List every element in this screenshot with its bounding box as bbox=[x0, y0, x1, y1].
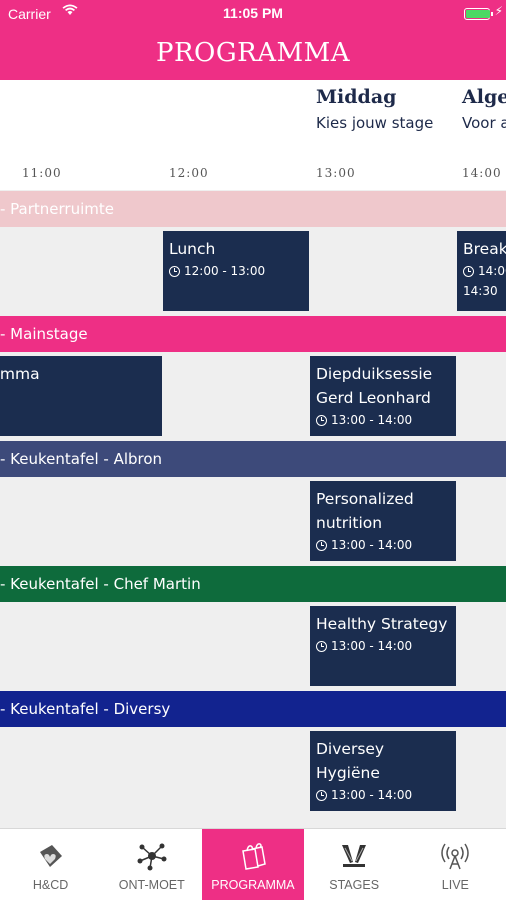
event-time-continued: 14:30 bbox=[463, 284, 498, 298]
status-bar: Carrier 11:05 PM ⚡ bbox=[0, 0, 506, 28]
event-time: 13:00 - 14:00 bbox=[331, 639, 413, 653]
track-header-albron: - Keukentafel - Albron bbox=[0, 441, 506, 477]
tab-label: LIVE bbox=[441, 878, 469, 892]
tab-label: ONT-MOET bbox=[118, 878, 185, 892]
clock-icon bbox=[316, 640, 327, 652]
clock-icon bbox=[169, 265, 180, 277]
track-lane: Personalized nutrition 13:00 - 14:00 bbox=[0, 477, 506, 566]
session-subtitle: Kies jouw stage bbox=[316, 114, 434, 132]
event-card[interactable]: Personalized nutrition 13:00 - 14:00 bbox=[310, 481, 456, 561]
event-card[interactable]: Break 14:00 14:30 bbox=[457, 231, 506, 311]
page-title: PROGRAMMA bbox=[155, 38, 351, 68]
event-title: Break bbox=[463, 240, 506, 258]
schedule-timeline[interactable]: Middag Kies jouw stage Algem Voor a 11:0… bbox=[0, 80, 506, 828]
session-title: Middag bbox=[316, 86, 397, 108]
time-tick: 14:00 bbox=[462, 166, 502, 180]
clock-icon bbox=[463, 265, 474, 277]
tab-label: STAGES bbox=[329, 878, 380, 892]
bags-icon bbox=[202, 841, 303, 871]
event-card[interactable]: Diepduiksessie Gerd Leonhard 13:00 - 14:… bbox=[310, 356, 456, 436]
track-header-chef-martin: - Keukentafel - Chef Martin bbox=[0, 566, 506, 602]
event-card[interactable]: Diversey Hygiëne 13:00 - 14:00 bbox=[310, 731, 456, 811]
timeline-header: Middag Kies jouw stage Algem Voor a 11:0… bbox=[0, 80, 506, 190]
heart-tag-icon bbox=[0, 841, 101, 871]
carrier-label: Carrier bbox=[8, 6, 51, 22]
clock-icon bbox=[316, 414, 327, 426]
track-lane: ramma Diepduiksessie Gerd Leonhard 13:00… bbox=[0, 352, 506, 441]
clock-icon bbox=[316, 789, 327, 801]
event-time: 13:00 - 14:00 bbox=[331, 538, 413, 552]
tab-label: H&CD bbox=[32, 878, 69, 892]
time-tick: 11:00 bbox=[22, 166, 62, 180]
nav-bar: PROGRAMMA bbox=[0, 28, 506, 80]
event-card[interactable]: Healthy Strategy 13:00 - 14:00 bbox=[310, 606, 456, 686]
tab-live[interactable]: LIVE bbox=[405, 829, 506, 900]
event-time: 12:00 - 13:00 bbox=[184, 264, 266, 278]
clock-time: 11:05 PM bbox=[223, 5, 283, 21]
event-card[interactable]: ramma bbox=[0, 356, 162, 436]
tab-bar: H&CD ONT-MOET PROGRAMMA STAGES LIVE bbox=[0, 828, 506, 900]
charging-icon: ⚡ bbox=[494, 4, 503, 18]
tab-label: PROGRAMMA bbox=[211, 878, 295, 892]
tab-stages[interactable]: STAGES bbox=[304, 829, 405, 900]
spotlight-icon bbox=[304, 841, 405, 871]
session-title: Algem bbox=[462, 86, 506, 108]
event-card[interactable]: Lunch 12:00 - 13:00 bbox=[163, 231, 309, 311]
network-icon bbox=[101, 841, 202, 871]
time-tick: 13:00 bbox=[316, 166, 356, 180]
track-header-partnerruimte: - Partnerruimte bbox=[0, 191, 506, 227]
track-lane: Diversey Hygiëne 13:00 - 14:00 bbox=[0, 727, 506, 828]
event-title: Healthy Strategy bbox=[316, 615, 448, 633]
tab-hcd[interactable]: H&CD bbox=[0, 829, 101, 900]
wifi-icon bbox=[62, 3, 78, 21]
tab-programma[interactable]: PROGRAMMA bbox=[202, 829, 304, 900]
event-time: 14:00 bbox=[478, 264, 506, 278]
event-title: Lunch bbox=[169, 240, 216, 258]
event-title: Diversey Hygiëne bbox=[316, 740, 385, 782]
event-title: ramma bbox=[0, 365, 40, 383]
event-title: Diepduiksessie Gerd Leonhard bbox=[316, 365, 433, 407]
time-tick: 12:00 bbox=[169, 166, 209, 180]
track-lane: Healthy Strategy 13:00 - 14:00 bbox=[0, 602, 506, 691]
broadcast-icon bbox=[405, 841, 506, 871]
session-subtitle: Voor a bbox=[462, 114, 506, 132]
event-title: Personalized nutrition bbox=[316, 490, 414, 532]
track-header-mainstage: - Mainstage bbox=[0, 316, 506, 352]
clock-icon bbox=[316, 539, 327, 551]
track-lane: Lunch 12:00 - 13:00 Break 14:00 14:30 bbox=[0, 227, 506, 316]
battery-icon bbox=[464, 8, 493, 20]
tab-ont-moet[interactable]: ONT-MOET bbox=[101, 829, 202, 900]
track-header-diversy: - Keukentafel - Diversy bbox=[0, 691, 506, 727]
event-time: 13:00 - 14:00 bbox=[331, 788, 413, 802]
event-time: 13:00 - 14:00 bbox=[331, 413, 413, 427]
